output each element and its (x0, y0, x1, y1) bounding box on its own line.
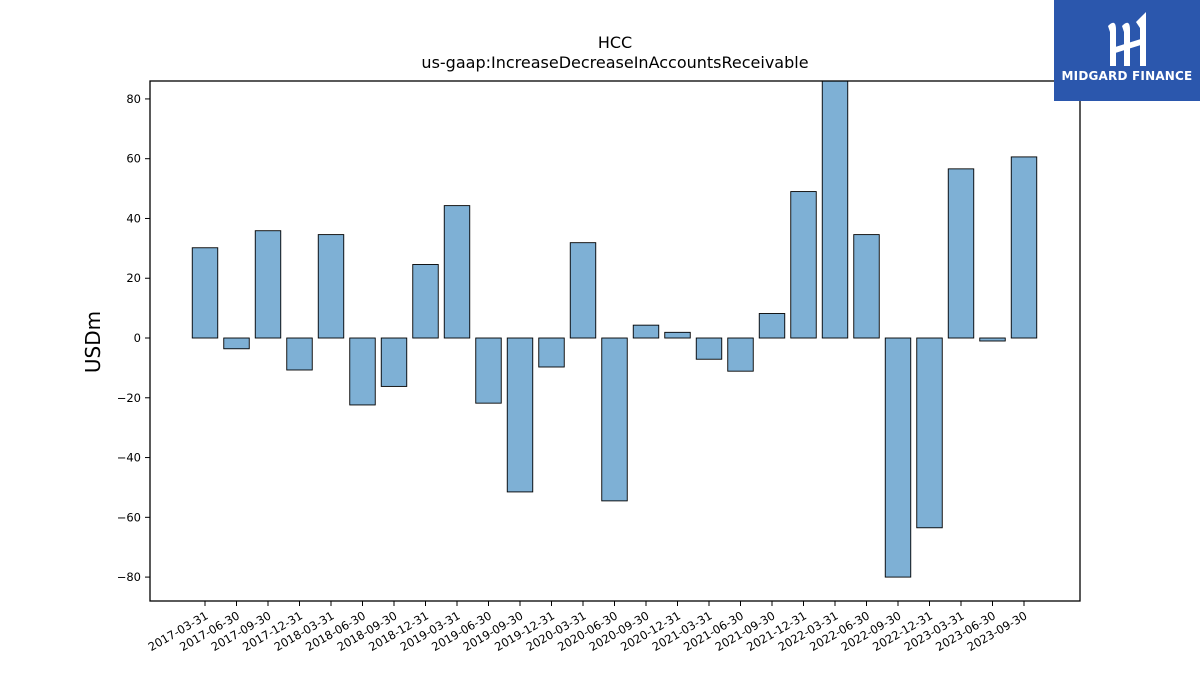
bar-2022-09-30 (884, 337, 912, 578)
brand-name: MIDGARD FINANCE (1061, 69, 1193, 83)
bar-2020-06-30 (601, 337, 628, 502)
bar-2017-09-30 (254, 230, 282, 339)
bar-2023-03-31 (947, 168, 975, 339)
x-axis-ticks: 2017-03-312017-06-302017-09-302017-12-31… (146, 601, 1030, 654)
bar-2019-06-30 (475, 337, 502, 404)
bar-2017-03-31 (191, 247, 219, 339)
bar-2019-09-30 (506, 337, 534, 493)
y-tick-label: −20 (117, 391, 141, 405)
y-tick-label: −80 (117, 570, 141, 584)
brand-logo: MIDGARD FINANCE (1054, 0, 1200, 101)
y-axis-label: USDm (81, 311, 105, 373)
bar-2023-09-30 (1010, 156, 1038, 339)
bar-2020-12-31 (664, 331, 691, 339)
y-tick-label: 60 (126, 152, 141, 166)
bar-2017-06-30 (223, 337, 250, 350)
bar-2022-06-30 (853, 234, 880, 339)
chart-title: HCC (598, 33, 632, 52)
bar-2019-12-31 (538, 337, 565, 368)
bar-2018-03-31 (317, 234, 345, 339)
midgard-logo-icon (1108, 12, 1146, 66)
bar-2018-06-30 (349, 337, 376, 406)
bar-2018-09-30 (380, 337, 408, 387)
plot-frame (149, 80, 1081, 602)
y-tick-label: −60 (117, 510, 141, 524)
y-tick-label: 20 (126, 271, 141, 285)
bar-2023-06-30 (979, 337, 1006, 342)
bar-2020-09-30 (632, 324, 660, 339)
bar-2021-09-30 (758, 313, 786, 339)
y-tick-label: −40 (117, 451, 141, 465)
y-axis-ticks: −80 −60 −40 −20 0 20 40 60 80 (117, 92, 150, 584)
bar-2018-12-31 (412, 264, 439, 339)
chart-subtitle: us-gaap:IncreaseDecreaseInAccountsReceiv… (421, 53, 808, 72)
y-tick-label: 40 (126, 211, 141, 225)
bar-2020-03-31 (569, 242, 597, 339)
bar-2022-03-31 (821, 80, 849, 339)
bar-2019-03-31 (443, 205, 471, 339)
y-tick-label: 0 (134, 331, 141, 345)
bars-group (191, 80, 1038, 578)
bar-2021-12-31 (790, 191, 817, 339)
bar-2022-12-31 (916, 337, 943, 529)
bar-2017-12-31 (286, 337, 313, 371)
bar-2021-03-31 (695, 337, 723, 360)
y-tick-label: 80 (126, 92, 141, 106)
bar-2021-06-30 (727, 337, 754, 372)
